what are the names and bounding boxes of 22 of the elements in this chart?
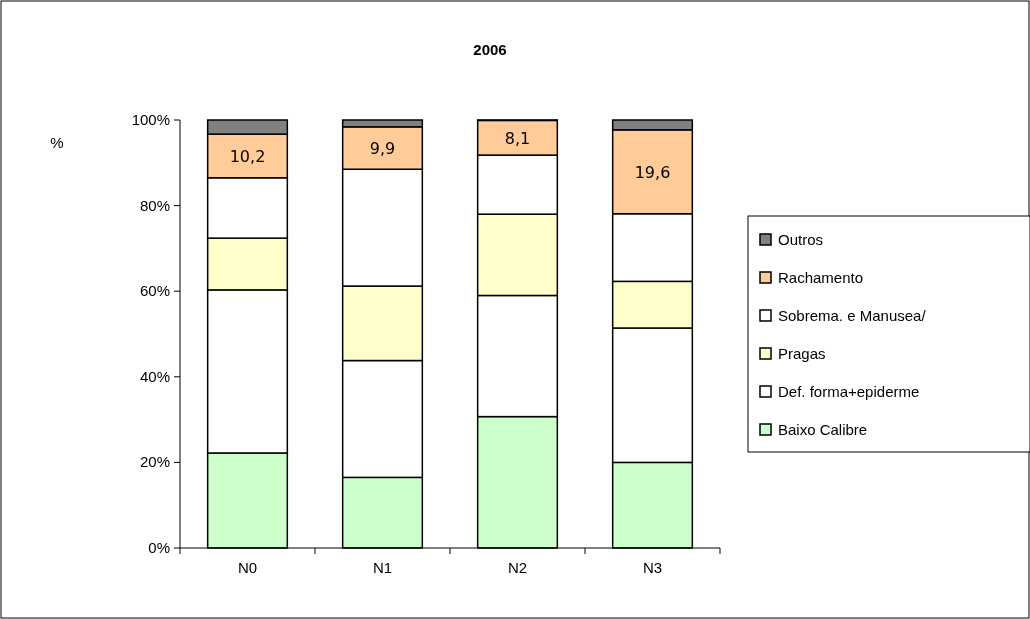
data-label: 8,1	[504, 128, 531, 148]
legend-label: Def. forma+epiderme	[778, 383, 920, 400]
legend-label: Sobrema. e Manusea/	[778, 307, 927, 324]
y-tick-label: 80%	[139, 196, 170, 214]
x-tick-label: N2	[507, 559, 528, 576]
data-label: 19,6	[634, 162, 671, 182]
y-tick-label: 100%	[131, 111, 170, 128]
y-tick-label: 0%	[148, 539, 170, 556]
y-tick-label: 40%	[139, 367, 170, 385]
x-tick-label: N3	[642, 559, 663, 576]
legend-label: Rachamento	[778, 269, 864, 286]
x-tick-label: N1	[372, 559, 393, 576]
y-axis-title: %	[50, 134, 64, 151]
x-tick-label: N0	[237, 559, 258, 576]
legend-label: Pragas	[778, 345, 826, 362]
data-label: 10,2	[229, 146, 266, 166]
y-tick-label: 60%	[139, 282, 170, 300]
legend-label: Outros	[778, 231, 824, 248]
chart-title: 2006	[473, 41, 507, 58]
data-label: 9,9	[369, 139, 396, 159]
legend-label: Baixo Calibre	[778, 421, 868, 438]
y-tick-label: 20%	[139, 453, 170, 471]
